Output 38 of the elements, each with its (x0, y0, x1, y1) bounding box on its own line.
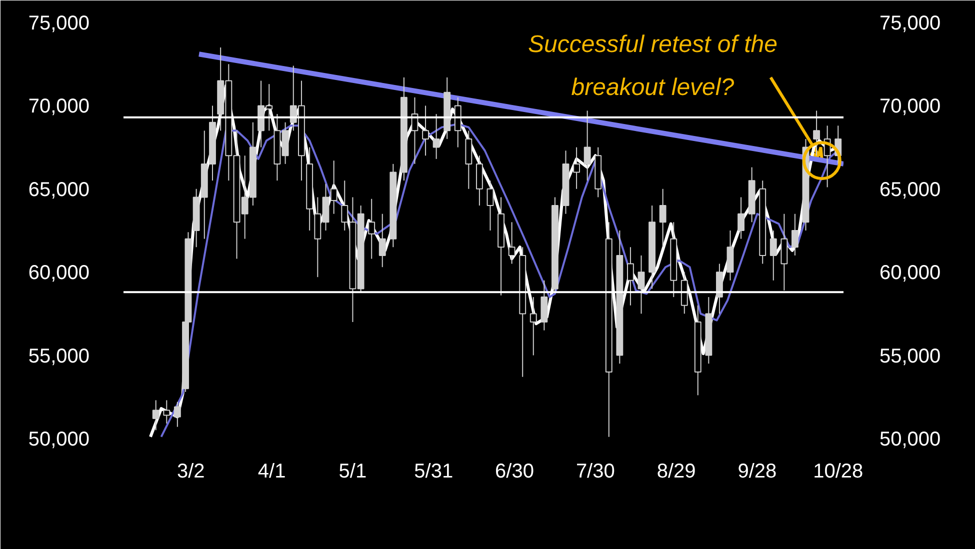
y-tick-label: 50,000 (28, 428, 90, 450)
candlestick (368, 198, 376, 260)
candlestick (813, 110, 820, 156)
candlestick (432, 114, 440, 160)
candlestick (738, 196, 744, 240)
y2-tick-label: 70,000 (880, 96, 941, 118)
y-tick-label: 75,000 (28, 12, 90, 34)
x-tick-label: 5/1 (338, 460, 367, 482)
candlestick (791, 213, 798, 256)
y2-tick-label: 65,000 (880, 178, 941, 201)
y-tick-label: 70,000 (28, 96, 90, 118)
candlestick (659, 188, 666, 248)
candlestick (422, 105, 429, 156)
y2-tick-label: 60,000 (880, 262, 941, 284)
x-tick-label: 7/30 (576, 460, 615, 482)
x-tick-label: 10/28 (813, 460, 864, 482)
x-tick-label: 4/1 (258, 460, 286, 482)
candlestick (584, 110, 591, 182)
candlestick (530, 296, 537, 356)
candlestick (508, 222, 516, 264)
candlestick (638, 254, 645, 314)
x-tick-label: 6/30 (495, 460, 534, 482)
y-tick-label: 65,000 (28, 178, 90, 201)
y2-tick-label: 55,000 (880, 345, 941, 368)
x-tick-label: 8/29 (656, 460, 696, 482)
annotation: Successful retest of the breakout level? (528, 30, 778, 102)
candlestick (573, 146, 580, 190)
y2-tick-label: 50,000 (880, 428, 941, 450)
y2-tick-label: 75,000 (880, 12, 941, 34)
x-tick-label: 9/28 (738, 460, 777, 482)
candlestick (378, 213, 386, 268)
x-tick-label: 3/2 (177, 460, 205, 482)
x-tick-label: 5/31 (414, 460, 454, 482)
candlestick (770, 230, 777, 281)
candlestick (486, 180, 494, 231)
y-tick-label: 60,000 (28, 262, 90, 284)
candlestick (627, 246, 634, 306)
y-tick-label: 55,000 (28, 345, 90, 368)
